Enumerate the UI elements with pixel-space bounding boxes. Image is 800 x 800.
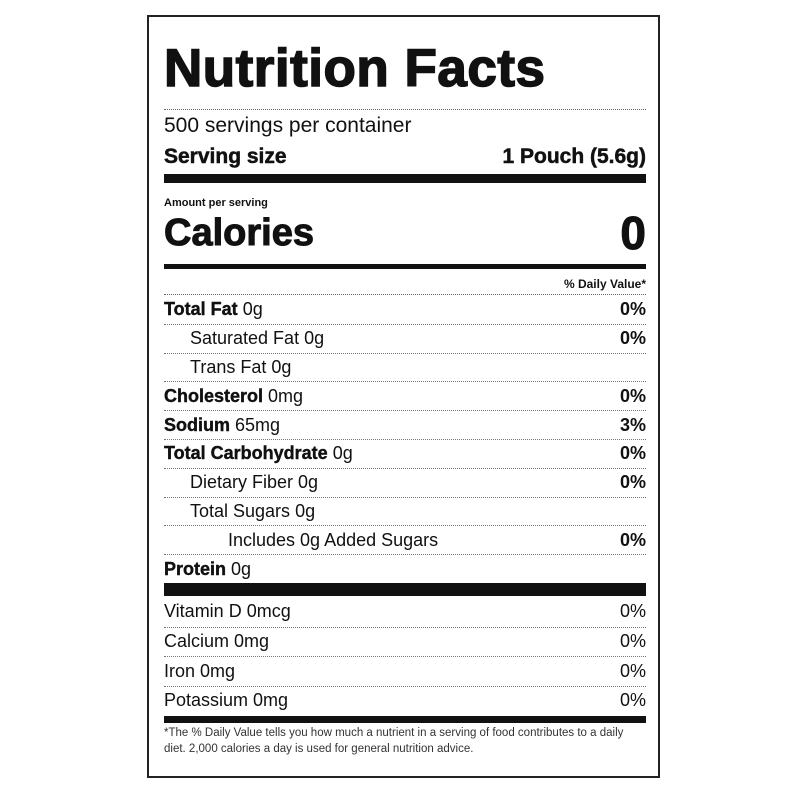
nutrient-daily-value: 0% bbox=[619, 443, 646, 464]
nutrient-amount: 0g bbox=[298, 472, 319, 493]
nutrient-row: Total Carbohydrate 0g 0% bbox=[164, 438, 646, 468]
nutrient-row: Cholesterol 0mg 0% bbox=[164, 381, 646, 410]
vitamin-name: Potassium 0mg bbox=[164, 690, 289, 711]
thick-divider bbox=[164, 174, 646, 183]
label-title: Nutrition Facts bbox=[163, 38, 546, 99]
daily-value-header: % Daily Value* bbox=[563, 277, 646, 291]
nutrient-label: Includes 0g Added Sugars bbox=[228, 530, 438, 551]
footnote: *The % Daily Value tells you how much a … bbox=[164, 727, 624, 755]
nutrition-facts-label: Nutrition Facts 500 servings per contain… bbox=[147, 15, 660, 778]
vitamin-name: Calcium 0mg bbox=[164, 631, 270, 652]
vitamin-row: Calcium 0mg 0% bbox=[164, 626, 646, 657]
serving-size-row: Serving size 1 Pouch (5.6g) bbox=[164, 143, 646, 171]
nutrient-name: Total Fat bbox=[164, 298, 238, 319]
serving-size-label: Serving size bbox=[164, 145, 287, 169]
nutrient-name: Sodium bbox=[164, 414, 230, 435]
nutrient-amount: 0g bbox=[295, 500, 316, 521]
nutrient-amount: 0g bbox=[271, 356, 292, 377]
vitamin-row: Iron 0mg 0% bbox=[164, 656, 646, 686]
medium-divider bbox=[164, 264, 646, 269]
serving-size-value: 1 Pouch (5.6g) bbox=[502, 145, 646, 169]
nutrient-name: Dietary Fiber bbox=[190, 472, 294, 493]
calories-label: Calories bbox=[164, 212, 315, 255]
nutrient-daily-value: 0% bbox=[619, 529, 646, 550]
nutrient-amount: 0g bbox=[332, 443, 353, 464]
vitamin-daily-value: 0% bbox=[619, 660, 646, 681]
nutrient-name: Total Carbohydrate bbox=[164, 443, 328, 464]
vitamin-daily-value: 0% bbox=[619, 631, 646, 652]
nutrient-label: Protein 0g bbox=[164, 558, 252, 580]
nutrient-amount: 0mg bbox=[268, 385, 304, 406]
nutrient-row: Total Sugars 0g bbox=[164, 496, 646, 526]
nutrient-label: Cholesterol 0mg bbox=[164, 386, 303, 407]
servings-per-container: 500 servings per container bbox=[164, 114, 412, 137]
nutrient-name: Trans Fat bbox=[190, 356, 267, 377]
amount-per-serving: Amount per serving bbox=[164, 197, 268, 209]
nutrient-row: Includes 0g Added Sugars 0% bbox=[164, 525, 646, 554]
nutrient-row: Saturated Fat 0g 0% bbox=[164, 323, 646, 353]
nutrient-row: Total Fat 0g 0% bbox=[164, 295, 646, 324]
nutrient-row: Trans Fat 0g bbox=[164, 352, 646, 382]
nutrient-name: Includes 0g Added Sugars bbox=[228, 529, 439, 550]
nutrient-label: Trans Fat 0g bbox=[190, 357, 291, 378]
nutrient-name: Saturated Fat bbox=[190, 328, 300, 349]
nutrient-amount: 0g bbox=[304, 328, 325, 349]
nutrient-amount: 0g bbox=[242, 298, 263, 319]
calories-row: Calories 0 bbox=[164, 207, 647, 259]
thick-divider bbox=[164, 583, 646, 596]
nutrient-amount: 0g bbox=[231, 558, 252, 579]
divider bbox=[164, 294, 646, 295]
nutrient-label: Sodium 65mg bbox=[164, 414, 281, 436]
nutrient-amount: 65mg bbox=[235, 414, 281, 435]
nutrient-daily-value: 0% bbox=[619, 328, 646, 349]
vitamin-daily-value: 0% bbox=[619, 601, 646, 622]
nutrient-name: Total Sugars bbox=[190, 500, 291, 521]
nutrient-label: Total Carbohydrate 0g bbox=[164, 443, 353, 464]
nutrient-name: Protein bbox=[164, 558, 227, 579]
medium-divider bbox=[164, 716, 646, 723]
nutrient-row: Protein 0g bbox=[164, 554, 646, 583]
nutrient-daily-value: 0% bbox=[619, 298, 646, 319]
vitamin-list: Vitamin D 0mcg 0% Calcium 0mg 0% Iron 0mg 0% P… bbox=[164, 597, 646, 715]
vitamin-row: Potassium 0mg 0% bbox=[164, 685, 646, 716]
nutrient-daily-value: 0% bbox=[619, 472, 646, 493]
vitamin-name: Iron 0mg bbox=[164, 660, 236, 681]
nutrient-label: Total Sugars 0g bbox=[190, 501, 315, 522]
nutrient-label: Total Fat 0g bbox=[164, 299, 263, 320]
nutrient-row: Dietary Fiber 0g 0% bbox=[164, 467, 646, 497]
nutrient-daily-value: 3% bbox=[619, 414, 646, 435]
nutrient-name: Cholesterol bbox=[164, 385, 264, 406]
vitamin-name: Vitamin D 0mcg bbox=[164, 601, 291, 622]
nutrient-list: Total Fat 0g 0% Saturated Fat 0g 0% Trans Fa… bbox=[164, 295, 646, 583]
nutrient-row: Sodium 65mg 3% bbox=[164, 410, 646, 439]
vitamin-row: Vitamin D 0mcg 0% bbox=[164, 597, 646, 627]
vitamin-daily-value: 0% bbox=[619, 690, 646, 711]
calories-value: 0 bbox=[620, 207, 647, 259]
nutrient-daily-value: 0% bbox=[619, 385, 646, 406]
nutrient-label: Saturated Fat 0g bbox=[190, 328, 324, 349]
divider bbox=[164, 109, 646, 110]
nutrient-label: Dietary Fiber 0g bbox=[190, 472, 318, 493]
